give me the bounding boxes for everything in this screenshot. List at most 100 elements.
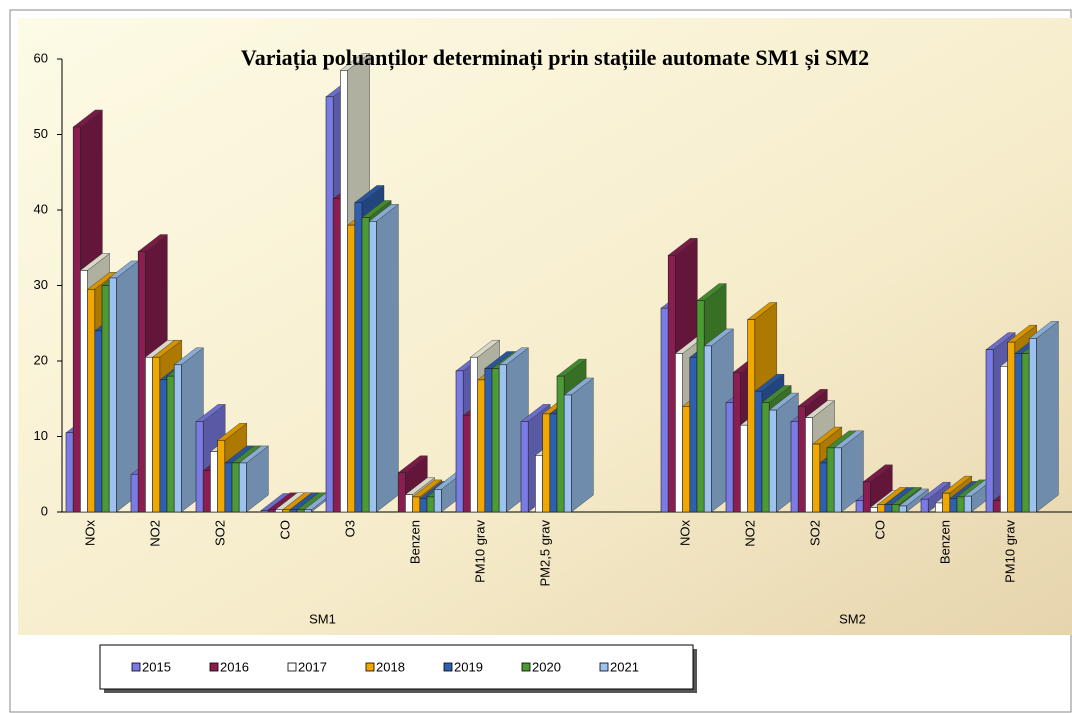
bar (72, 126, 81, 513)
bar (747, 319, 756, 513)
bar (419, 498, 428, 513)
bar (195, 421, 204, 513)
bar (870, 507, 878, 513)
bar (275, 509, 283, 513)
bar (740, 424, 748, 513)
bar (826, 447, 835, 513)
bar (455, 370, 464, 513)
bar (303, 509, 312, 513)
bar (137, 251, 146, 513)
bar (660, 307, 669, 513)
bar (412, 496, 421, 513)
legend-label: 2019 (454, 659, 483, 674)
bar (347, 224, 356, 513)
bar (667, 255, 676, 513)
bar (542, 413, 551, 513)
legend-swatch (521, 662, 531, 672)
legend-swatch (443, 662, 453, 672)
bar (956, 496, 965, 513)
legend-swatch (287, 662, 297, 672)
bar (462, 415, 471, 513)
legend-label: 2017 (298, 659, 327, 674)
legend-swatch (131, 662, 141, 672)
y-tick-label: 20 (34, 352, 48, 367)
x-tick-label: PM10 grav (1002, 520, 1017, 583)
bar (535, 455, 543, 513)
y-tick-label: 10 (34, 428, 48, 443)
bar (556, 375, 565, 513)
bar (520, 421, 529, 513)
bar (1028, 338, 1037, 513)
bar (935, 502, 943, 513)
bar (368, 221, 377, 513)
bar (296, 509, 305, 513)
bar (217, 439, 226, 513)
bar (877, 504, 886, 513)
bar-side (376, 203, 399, 513)
bar (675, 353, 683, 513)
legend-label: 2016 (220, 659, 249, 674)
x-tick-label: Benzen (407, 520, 422, 564)
bar (87, 288, 96, 513)
bar (754, 390, 763, 513)
bar (145, 356, 153, 513)
y-tick-label: 50 (34, 126, 48, 141)
bar (354, 202, 363, 513)
legend (99, 644, 694, 690)
bar (477, 379, 486, 513)
legend-label: 2020 (532, 659, 561, 674)
bar (1014, 353, 1023, 513)
bar (405, 494, 413, 513)
x-tick-label: PM2,5 grav (537, 520, 552, 587)
x-tick-label: NOx (677, 520, 692, 547)
bar (805, 417, 813, 513)
bar (332, 198, 341, 513)
bar (1000, 365, 1008, 513)
bar (920, 498, 929, 513)
bar (992, 500, 1001, 513)
bar (942, 492, 951, 513)
x-tick-label: PM10 grav (472, 520, 487, 583)
y-tick-label: 30 (34, 277, 48, 292)
bar (397, 472, 406, 513)
bar (108, 277, 117, 513)
x-tick-label: SO2 (807, 520, 822, 546)
bar (173, 364, 182, 513)
bar-side (571, 377, 594, 513)
legend-label: 2015 (142, 659, 171, 674)
plot-background (18, 18, 1072, 635)
bar (282, 509, 291, 513)
bar (340, 70, 348, 513)
bar (949, 498, 958, 513)
bar (470, 356, 478, 513)
bar (790, 421, 799, 513)
bar (963, 495, 972, 513)
bar (210, 451, 218, 513)
bar (224, 462, 233, 513)
bar (1007, 341, 1016, 513)
bar (732, 372, 741, 513)
group-label: SM2 (839, 611, 866, 626)
bar (768, 409, 777, 513)
bar (152, 356, 161, 513)
bar (898, 505, 907, 513)
bar (549, 413, 558, 513)
bar (94, 330, 103, 513)
x-tick-label: Benzen (937, 520, 952, 564)
bar (682, 405, 691, 513)
legend-swatch (599, 662, 609, 672)
legend-swatch (365, 662, 375, 672)
bar (260, 510, 269, 513)
bar (689, 356, 698, 513)
bar (819, 462, 828, 513)
x-tick-label: NOx (82, 520, 97, 547)
bar (696, 300, 705, 513)
bar (433, 489, 442, 513)
bar (703, 345, 712, 513)
bar (202, 470, 211, 513)
bar (231, 462, 240, 513)
bar (289, 509, 298, 513)
bar (761, 402, 770, 513)
legend-label: 2018 (376, 659, 405, 674)
